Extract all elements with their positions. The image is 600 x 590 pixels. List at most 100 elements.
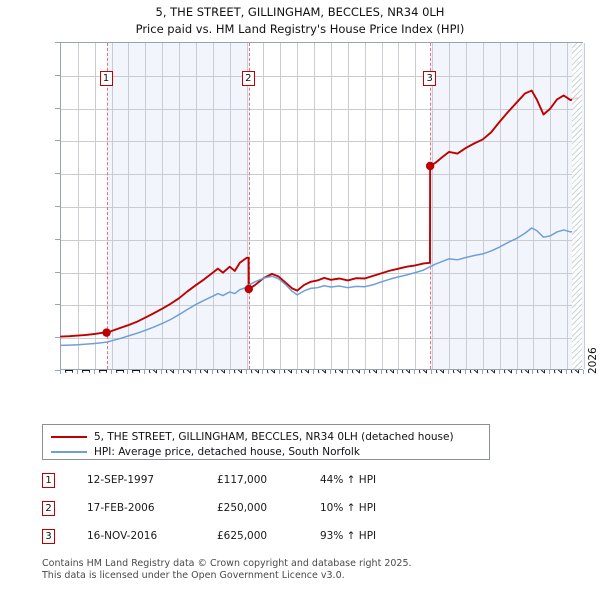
gridline-horizontal [61,207,582,208]
x-axis-tick [380,370,382,374]
gridline-vertical [77,43,79,369]
gridline-vertical [567,43,569,369]
gridline-vertical [229,43,231,369]
x-axis-tick [481,370,483,374]
gridline-vertical [465,43,467,369]
gridline-vertical [128,43,130,369]
gridline-vertical [212,43,214,369]
x-axis-tick [245,370,247,374]
x-axis-label: 2026 [587,347,599,374]
transaction-price: £250,000 [217,502,268,514]
transaction-row[interactable]: 2 17-FEB-2006 £250,000 10% ↑ HPI [42,500,502,518]
transaction-row[interactable]: 1 12-SEP-1997 £117,000 44% ↑ HPI [42,472,502,490]
gridline-vertical [364,43,366,369]
x-axis-tick [228,370,230,374]
gridline-vertical [533,43,535,369]
gridline-horizontal [61,141,582,143]
series-lines [60,89,579,347]
gridline-vertical [195,43,197,369]
future-hatch-region [572,43,582,369]
transaction-index-badge: 1 [42,473,55,488]
gridline-vertical [415,43,417,369]
y-axis-tick [55,42,60,43]
gridline-vertical [381,43,383,369]
transaction-marker-line [106,43,108,369]
plot-marker-badge-2[interactable]: 2 [241,71,255,86]
title-line-1: 5, THE STREET, GILLINGHAM, BECCLES, NR34… [155,5,445,19]
gridline-vertical [347,43,349,369]
x-axis-tick [76,370,78,374]
gridline-horizontal [61,174,582,176]
x-axis-tick [110,370,112,374]
gridline-vertical [584,43,585,369]
y-axis-tick [55,271,60,273]
x-axis-tick [397,370,399,374]
y-axis-tick [55,337,60,339]
gridline-vertical [111,43,113,369]
plot-marker-badge-3[interactable]: 3 [423,71,437,86]
gridline-vertical [482,43,484,369]
y-axis-tick [55,304,60,306]
footer-line-2: This data is licensed under the Open Gov… [42,569,345,581]
transaction-index-badge: 3 [42,529,55,544]
y-axis-tick [55,107,60,109]
gridline-horizontal [61,338,582,340]
gridline-vertical [432,43,434,369]
sale-point-marker[interactable] [102,328,111,337]
x-axis-tick [296,370,298,374]
transaction-date: 16-NOV-2016 [87,530,158,542]
sale-point-marker[interactable] [244,284,253,294]
x-axis-tick [262,370,264,374]
x-axis-tick [161,370,163,374]
gridline-vertical [499,43,501,369]
x-axis-tick [566,370,568,374]
gridline-vertical [398,43,400,369]
legend: 5, THE STREET, GILLINGHAM, BECCLES, NR34… [42,424,490,460]
legend-label-property: 5, THE STREET, GILLINGHAM, BECCLES, NR34… [94,431,454,443]
legend-row-property: 5, THE STREET, GILLINGHAM, BECCLES, NR34… [49,430,483,444]
sale-point-marker[interactable] [425,161,435,171]
gridline-horizontal [61,272,582,274]
y-axis-tick [55,140,60,142]
x-axis-tick [414,370,416,374]
x-axis-tick [431,370,433,374]
x-axis-tick [93,370,95,374]
transaction-hpi-delta: 10% ↑ HPI [320,502,377,514]
gridline-vertical [330,43,332,369]
x-axis-tick [363,370,365,374]
gridline-vertical [145,43,147,369]
x-axis-tick [279,370,281,374]
legend-swatch-hpi [51,451,87,453]
x-axis-tick [498,370,500,374]
gridline-vertical [280,43,282,369]
footer-line-1: Contains HM Land Registry data © Crown c… [42,558,412,569]
plot-marker-badge-1[interactable]: 1 [99,71,113,86]
gridline-vertical [263,43,265,369]
transaction-marker-line [248,43,250,369]
y-axis-tick [55,206,60,207]
y-axis-tick [55,370,60,371]
transaction-index-badge: 2 [42,501,55,516]
transaction-hpi-delta: 44% ↑ HPI [320,474,377,486]
legend-swatch-property [51,436,87,438]
gridline-vertical [314,43,316,369]
x-axis-tick [329,370,331,374]
x-axis-tick [313,370,315,374]
x-axis-tick [448,370,450,374]
gridline-horizontal [61,75,582,77]
gridline-vertical [246,43,248,369]
transaction-price: £117,000 [217,474,268,486]
hpi-average-line [60,227,578,347]
x-axis-tick [194,370,196,374]
transaction-row[interactable]: 3 16-NOV-2016 £625,000 93% ↑ HPI [42,528,502,546]
plot-area [60,42,585,370]
x-axis-tick [211,370,213,374]
gridline-vertical [162,43,164,369]
gridline-horizontal [61,305,582,307]
legend-label-hpi: HPI: Average price, detached house, Sout… [94,446,360,458]
x-axis-tick [464,370,466,374]
x-axis-tick [549,370,551,374]
x-axis-tick [346,370,348,374]
gridline-vertical [516,43,518,369]
